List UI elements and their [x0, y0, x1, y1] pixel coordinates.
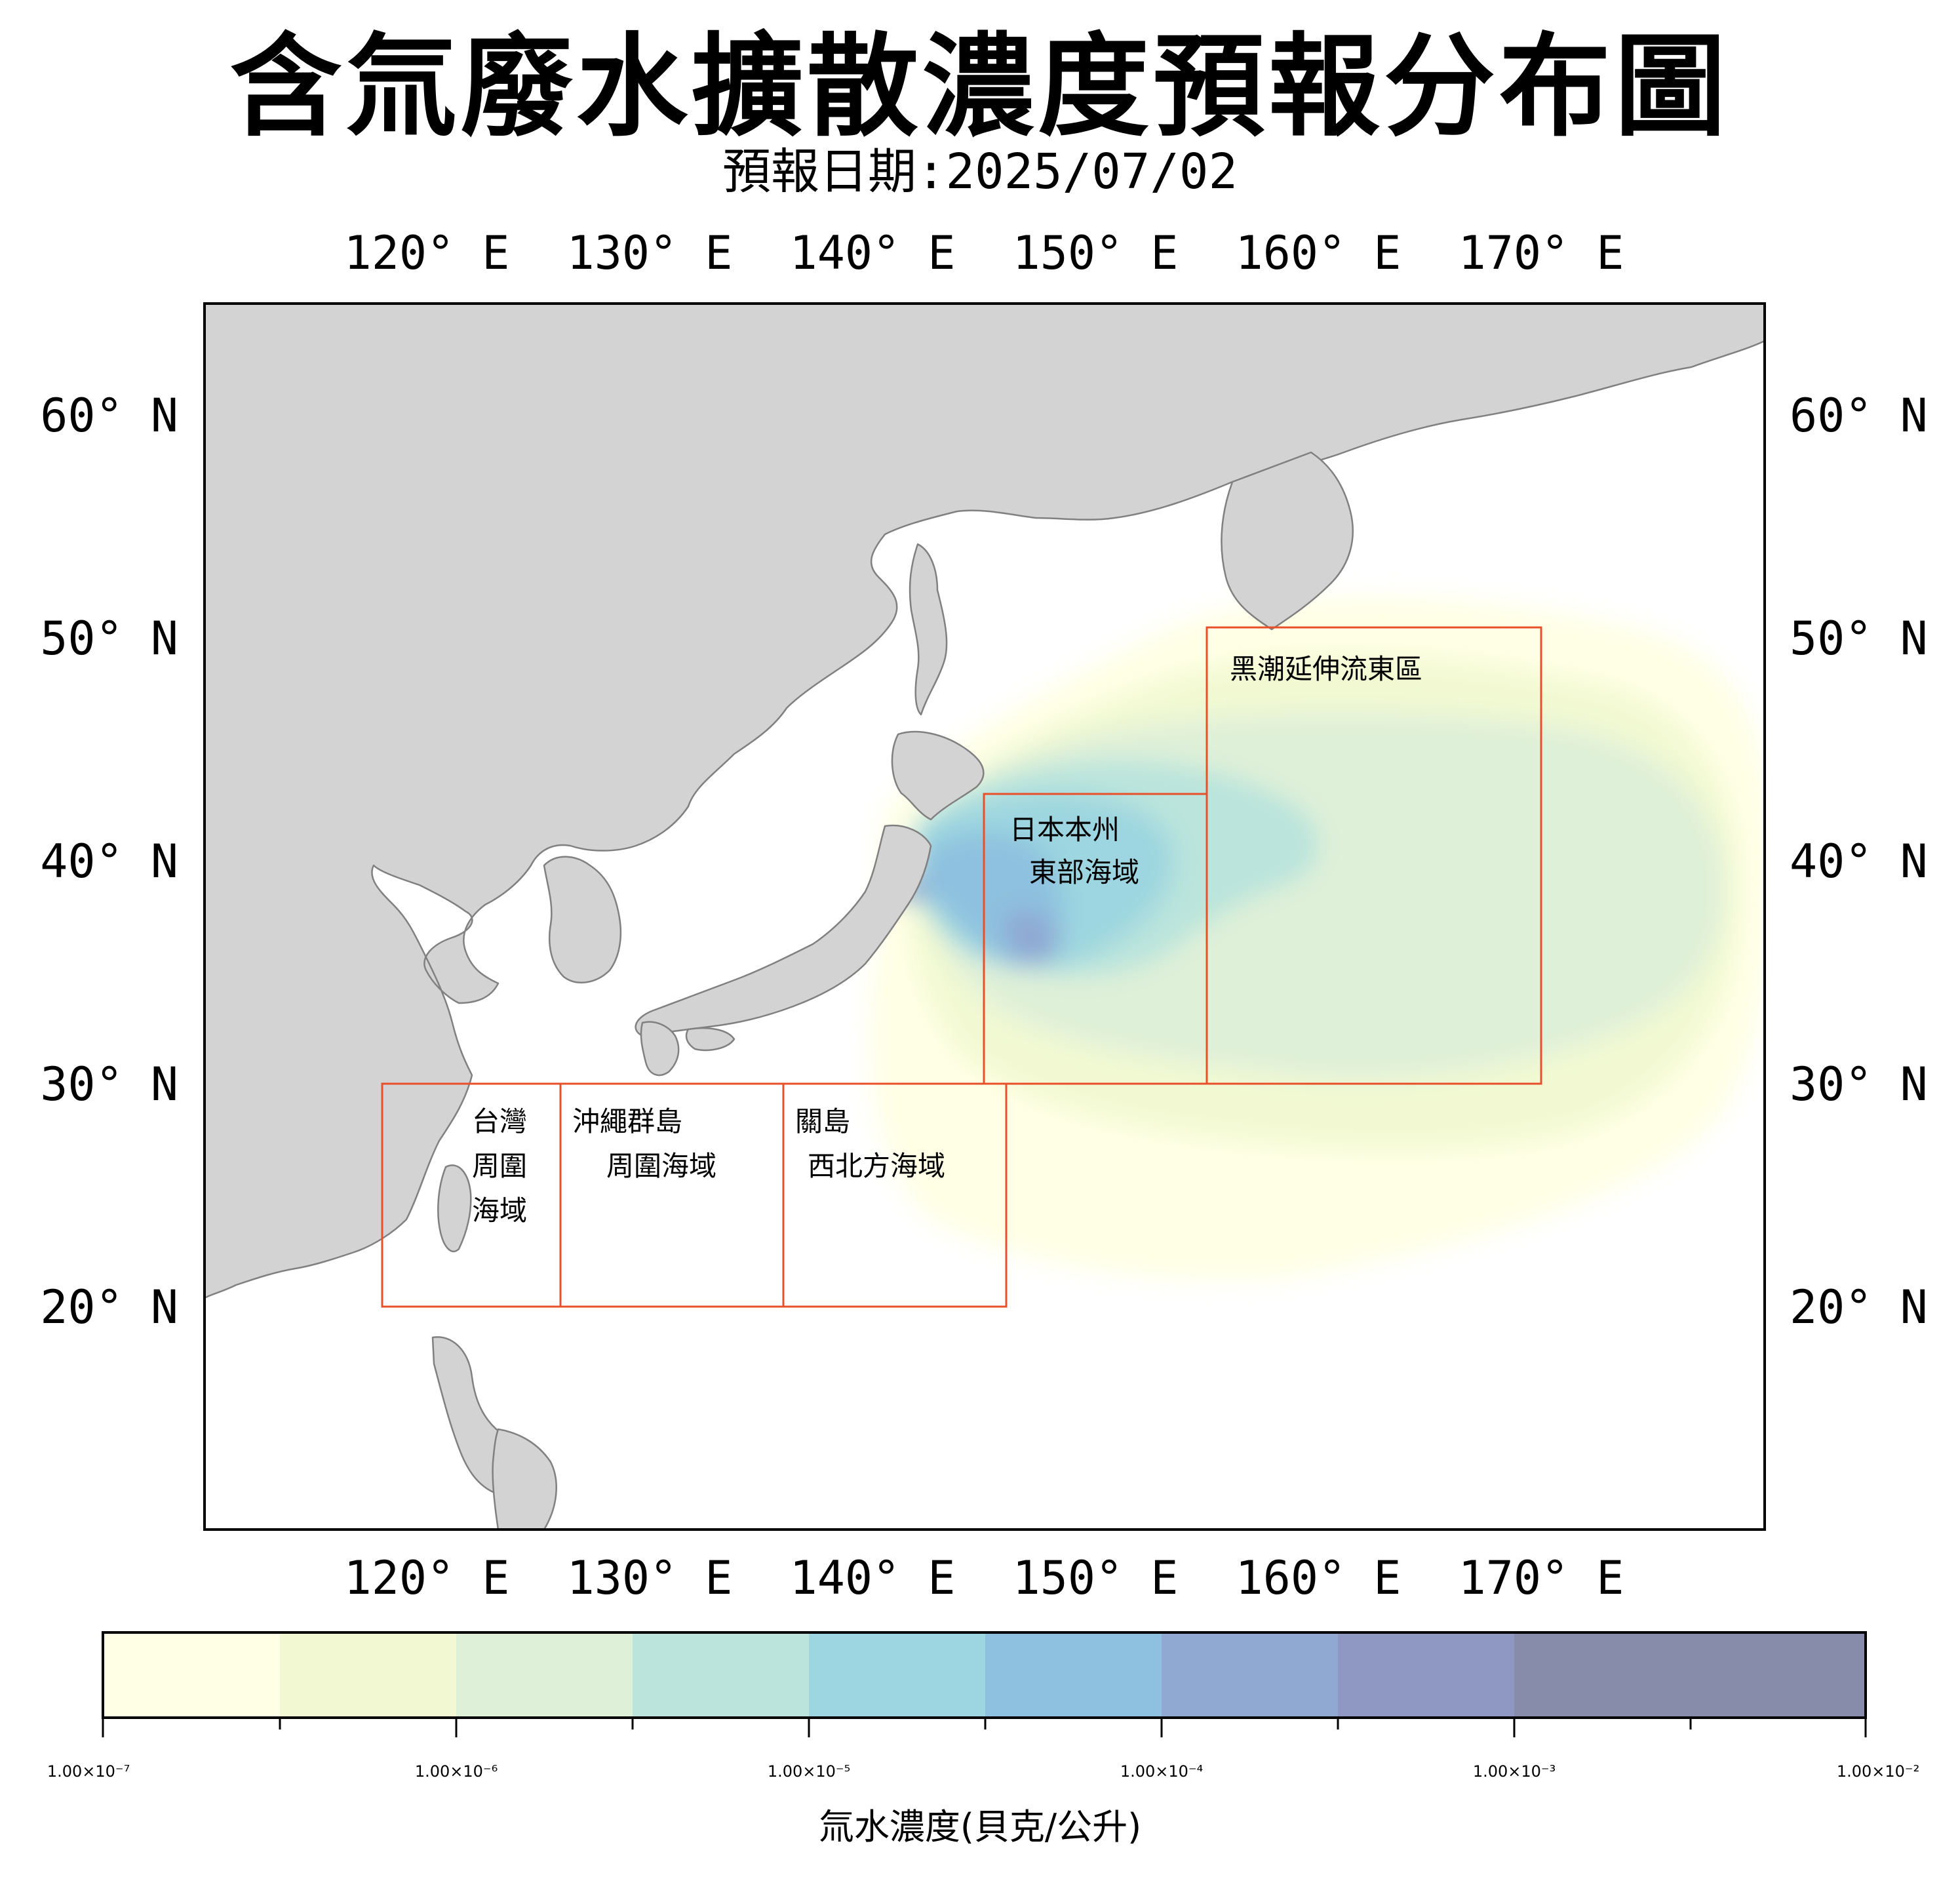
label-honshu-east-1: 日本本州: [1009, 814, 1120, 846]
lon-ticks-top: 120° E 130° E 140° E 150° E 160° E 170° …: [344, 226, 1624, 280]
lat-tick-60-left: 60° N: [40, 389, 178, 443]
lat-tick-60-right: 60° N: [1790, 389, 1928, 443]
colorbar-bin-1: [103, 1632, 280, 1718]
cbar-label-1e-2: 1.00×10⁻²: [1837, 1762, 1919, 1781]
colorbar-title: 氚水濃度(貝克/公升): [819, 1806, 1141, 1847]
region-box-guam[interactable]: [782, 1082, 1008, 1308]
label-taiwan-3: 海域: [472, 1195, 527, 1227]
map-frame: [203, 302, 1766, 1531]
lon-tick-120-bottom: 120° E: [344, 1551, 510, 1605]
label-kuroshio: 黑潮延伸流東區: [1230, 653, 1422, 685]
colorbar-bin-5: [809, 1632, 985, 1718]
label-taiwan-2: 周圍: [472, 1150, 527, 1182]
lon-ticks-bottom: 120° E 130° E 140° E 150° E 160° E 170° …: [344, 1551, 1624, 1605]
lat-ticks-left: 60° N 50° N 40° N 30° N 20° N: [40, 389, 178, 1334]
lat-tick-30-right: 30° N: [1790, 1057, 1928, 1111]
region-boxes: [381, 626, 1542, 1308]
label-taiwan-1: 台灣: [472, 1105, 527, 1137]
label-honshu-east-2: 東部海域: [1029, 856, 1139, 888]
lon-tick-140-bottom: 140° E: [790, 1551, 956, 1605]
cbar-label-1e-5: 1.00×10⁻⁵: [768, 1762, 850, 1781]
label-okinawa-1: 沖繩群島: [572, 1105, 682, 1137]
kamchatka: [1221, 451, 1354, 631]
map-area: 台灣 周圍 海域 沖繩群島 周圍海域 關島 西北方海域 日本本州 東部海域 黑潮…: [205, 304, 1765, 1530]
taiwan-island: [437, 1164, 472, 1253]
lon-tick-150-bottom: 150° E: [1013, 1551, 1179, 1605]
cbar-label-1e-4: 1.00×10⁻⁴: [1120, 1762, 1203, 1781]
lat-tick-20-right: 20° N: [1790, 1280, 1928, 1334]
forecast-date: 預報日期:2025/07/02: [722, 144, 1238, 200]
region-box-kuroshio[interactable]: [1205, 626, 1542, 1085]
lat-tick-40-left: 40° N: [40, 835, 178, 888]
lon-tick-160-top: 160° E: [1236, 226, 1401, 280]
lon-tick-130-bottom: 130° E: [567, 1551, 733, 1605]
honshu: [635, 824, 932, 1037]
lat-tick-50-left: 50° N: [40, 612, 178, 665]
colorbar-bin-3: [456, 1632, 633, 1718]
colorbar-bin-8: [1338, 1632, 1514, 1718]
cbar-label-1e-6: 1.00×10⁻⁶: [415, 1762, 498, 1781]
lon-tick-170-top: 170° E: [1459, 226, 1624, 280]
lat-tick-20-left: 20° N: [40, 1280, 178, 1334]
land: [205, 304, 1765, 1530]
lat-ticks-right: 60° N 50° N 40° N 30° N 20° N: [1790, 389, 1928, 1334]
colorbar-bin-4: [633, 1632, 809, 1718]
colorbar-ticks: [102, 1718, 1867, 1737]
lat-tick-40-right: 40° N: [1790, 835, 1928, 888]
label-guam-1: 關島: [795, 1105, 850, 1137]
plume-level-7: [1004, 909, 1059, 963]
label-okinawa-2: 周圍海域: [606, 1150, 716, 1182]
lat-tick-50-right: 50° N: [1790, 612, 1928, 665]
lon-tick-130-top: 130° E: [567, 226, 733, 280]
lon-tick-170-bottom: 170° E: [1459, 1551, 1624, 1605]
hokkaido: [891, 730, 985, 821]
map-title: 含氚廢水擴散濃度預報分布圖: [229, 22, 1730, 152]
shikoku-kyushu: [640, 1021, 735, 1077]
label-guam-2: 西北方海域: [808, 1150, 945, 1182]
colorbar-bin-2: [280, 1632, 456, 1718]
colorbar-bin-6: [985, 1632, 1162, 1718]
colorbar-bin-7: [1162, 1632, 1338, 1718]
colorbar: 1.00×10⁻⁷ 1.00×10⁻⁶ 1.00×10⁻⁵ 1.00×10⁻⁴ …: [47, 1631, 1919, 1847]
korea-peninsula: [543, 856, 622, 983]
cbar-label-1e-7: 1.00×10⁻⁷: [47, 1762, 130, 1781]
sakhalin: [909, 543, 948, 716]
colorbar-bin-9: [1514, 1632, 1866, 1718]
lon-tick-150-top: 150° E: [1013, 226, 1179, 280]
cbar-label-1e-3: 1.00×10⁻³: [1473, 1762, 1556, 1781]
lon-tick-160-bottom: 160° E: [1236, 1551, 1401, 1605]
colorbar-tick-labels: 1.00×10⁻⁷ 1.00×10⁻⁶ 1.00×10⁻⁵ 1.00×10⁻⁴ …: [47, 1762, 1919, 1781]
lon-tick-140-top: 140° E: [790, 226, 956, 280]
lat-tick-30-left: 30° N: [40, 1057, 178, 1111]
region-labels: 台灣 周圍 海域 沖繩群島 周圍海域 關島 西北方海域 日本本州 東部海域 黑潮…: [472, 653, 1422, 1227]
lon-tick-120-top: 120° E: [344, 226, 510, 280]
